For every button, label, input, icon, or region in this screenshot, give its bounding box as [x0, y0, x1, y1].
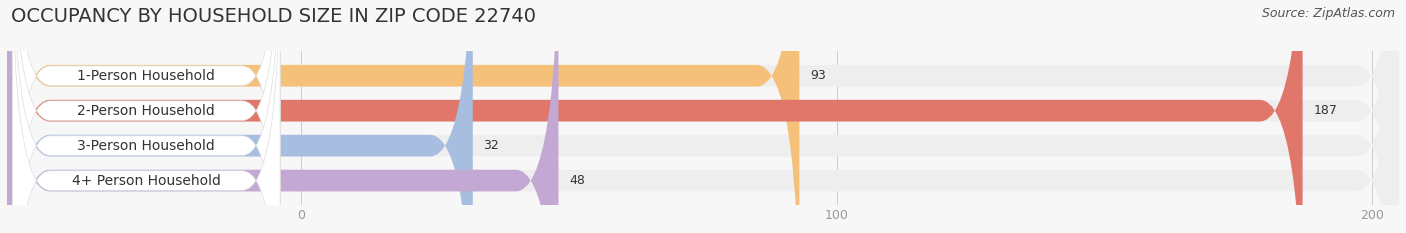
FancyBboxPatch shape — [7, 0, 1302, 233]
Text: 2-Person Household: 2-Person Household — [77, 104, 215, 118]
FancyBboxPatch shape — [7, 0, 1399, 233]
FancyBboxPatch shape — [13, 0, 280, 233]
FancyBboxPatch shape — [7, 0, 1399, 233]
Text: 3-Person Household: 3-Person Household — [77, 139, 215, 153]
Text: Source: ZipAtlas.com: Source: ZipAtlas.com — [1261, 7, 1395, 20]
FancyBboxPatch shape — [13, 0, 280, 233]
Text: 32: 32 — [484, 139, 499, 152]
FancyBboxPatch shape — [13, 0, 280, 233]
Text: 4+ Person Household: 4+ Person Household — [72, 174, 221, 188]
Text: 187: 187 — [1313, 104, 1337, 117]
FancyBboxPatch shape — [7, 0, 472, 233]
Text: 1-Person Household: 1-Person Household — [77, 69, 215, 83]
FancyBboxPatch shape — [13, 0, 280, 233]
FancyBboxPatch shape — [7, 0, 800, 233]
FancyBboxPatch shape — [7, 0, 558, 233]
Text: 93: 93 — [810, 69, 825, 82]
FancyBboxPatch shape — [7, 0, 1399, 233]
Text: 48: 48 — [569, 174, 585, 187]
Text: OCCUPANCY BY HOUSEHOLD SIZE IN ZIP CODE 22740: OCCUPANCY BY HOUSEHOLD SIZE IN ZIP CODE … — [11, 7, 536, 26]
FancyBboxPatch shape — [7, 0, 1399, 233]
